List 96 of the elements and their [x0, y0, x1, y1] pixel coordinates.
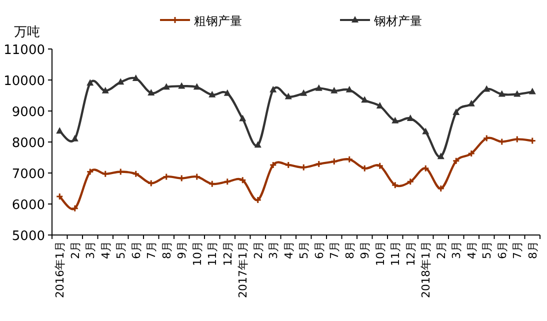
point	[254, 196, 262, 204]
point	[437, 152, 444, 160]
y-tick-label: 8000	[12, 136, 45, 151]
x-tick-label: 2月	[434, 241, 448, 259]
point	[162, 83, 170, 90]
point	[254, 141, 262, 148]
x-tick-label: 4月	[465, 241, 478, 259]
point	[315, 84, 322, 91]
point	[422, 164, 430, 172]
x-tick-label: 5月	[480, 241, 494, 259]
point	[148, 89, 155, 96]
x-tick-label: 9月	[176, 241, 189, 259]
x-tick-label: 10月	[190, 241, 204, 266]
x-tick-label: 6月	[496, 241, 509, 259]
point	[224, 178, 232, 186]
point	[406, 114, 414, 121]
y-tick-label: 9000	[12, 105, 45, 120]
x-tick-label: 9月	[358, 241, 372, 259]
point	[56, 127, 64, 134]
point	[208, 90, 216, 98]
point	[269, 161, 277, 169]
point	[315, 160, 323, 168]
point	[239, 114, 246, 122]
x-tick-label: 4月	[99, 241, 112, 259]
x-tick-label: 12月	[404, 241, 418, 266]
x-tick-label: 5月	[298, 241, 311, 259]
legend-label: 粗钢产量	[194, 14, 242, 28]
point	[86, 79, 94, 86]
point	[392, 116, 399, 124]
point	[361, 96, 368, 103]
point	[117, 78, 124, 85]
x-tick-label: 6月	[130, 241, 143, 259]
point	[406, 178, 414, 186]
point	[528, 88, 536, 94]
legend-label: 钢材产量	[373, 14, 422, 28]
y-axis-title: 万吨	[14, 25, 40, 40]
x-tick-label: 12月	[221, 241, 234, 266]
point	[360, 164, 368, 172]
point	[132, 74, 140, 81]
point	[468, 100, 475, 106]
x-tick-label: 8月	[526, 241, 540, 259]
point	[437, 184, 445, 192]
point	[376, 162, 384, 170]
point	[346, 86, 353, 92]
point	[284, 161, 292, 169]
point	[71, 134, 78, 142]
x-tick-label: 7月	[328, 241, 342, 259]
x-tick-label: 11月	[206, 241, 220, 266]
point	[238, 176, 246, 184]
x-tick-label: 2月	[252, 241, 265, 259]
point	[330, 86, 338, 94]
x-tick-label: 7月	[511, 241, 524, 259]
point	[86, 168, 94, 176]
point	[71, 204, 79, 212]
point	[224, 89, 231, 96]
point	[391, 181, 399, 189]
point	[514, 90, 521, 97]
x-tick-label: 6月	[312, 241, 326, 259]
y-tick-label: 5000	[12, 229, 45, 244]
point	[330, 158, 338, 166]
x-tick-label: 11月	[389, 241, 402, 266]
point	[300, 89, 308, 96]
point	[346, 156, 354, 164]
point	[452, 108, 460, 116]
x-tick-label: 3月	[450, 241, 464, 259]
x-tick-label: 4月	[282, 241, 296, 259]
y-tick-label: 10000	[4, 74, 45, 89]
x-tick-label: 10月	[374, 241, 387, 266]
point	[102, 86, 109, 94]
y-tick-label: 7000	[12, 167, 45, 182]
point	[284, 92, 292, 100]
x-tick-label: 3月	[267, 241, 280, 259]
x-tick-label: 8月	[343, 241, 356, 259]
point	[483, 85, 490, 92]
point	[452, 157, 460, 165]
point	[270, 86, 277, 92]
point	[193, 83, 200, 90]
point	[178, 82, 186, 89]
y-tick-label: 6000	[12, 198, 45, 213]
point	[102, 170, 110, 178]
point	[498, 90, 506, 97]
point	[132, 170, 140, 178]
x-tick-label: 8月	[160, 241, 174, 259]
point	[300, 164, 308, 172]
point	[376, 102, 384, 109]
x-tick-label: 3月	[84, 241, 98, 259]
x-tick-label: 5月	[114, 241, 128, 259]
x-tick-label: 2月	[68, 241, 82, 259]
x-tick-label: 2017年1月	[236, 241, 250, 298]
y-tick-label: 11000	[4, 43, 45, 58]
x-tick-label: 7月	[145, 241, 158, 259]
point	[468, 150, 476, 158]
x-tick-label: 2018年1月	[420, 241, 433, 298]
x-tick-label: 2016年1月	[54, 241, 67, 298]
point	[147, 179, 155, 187]
point	[422, 128, 430, 134]
